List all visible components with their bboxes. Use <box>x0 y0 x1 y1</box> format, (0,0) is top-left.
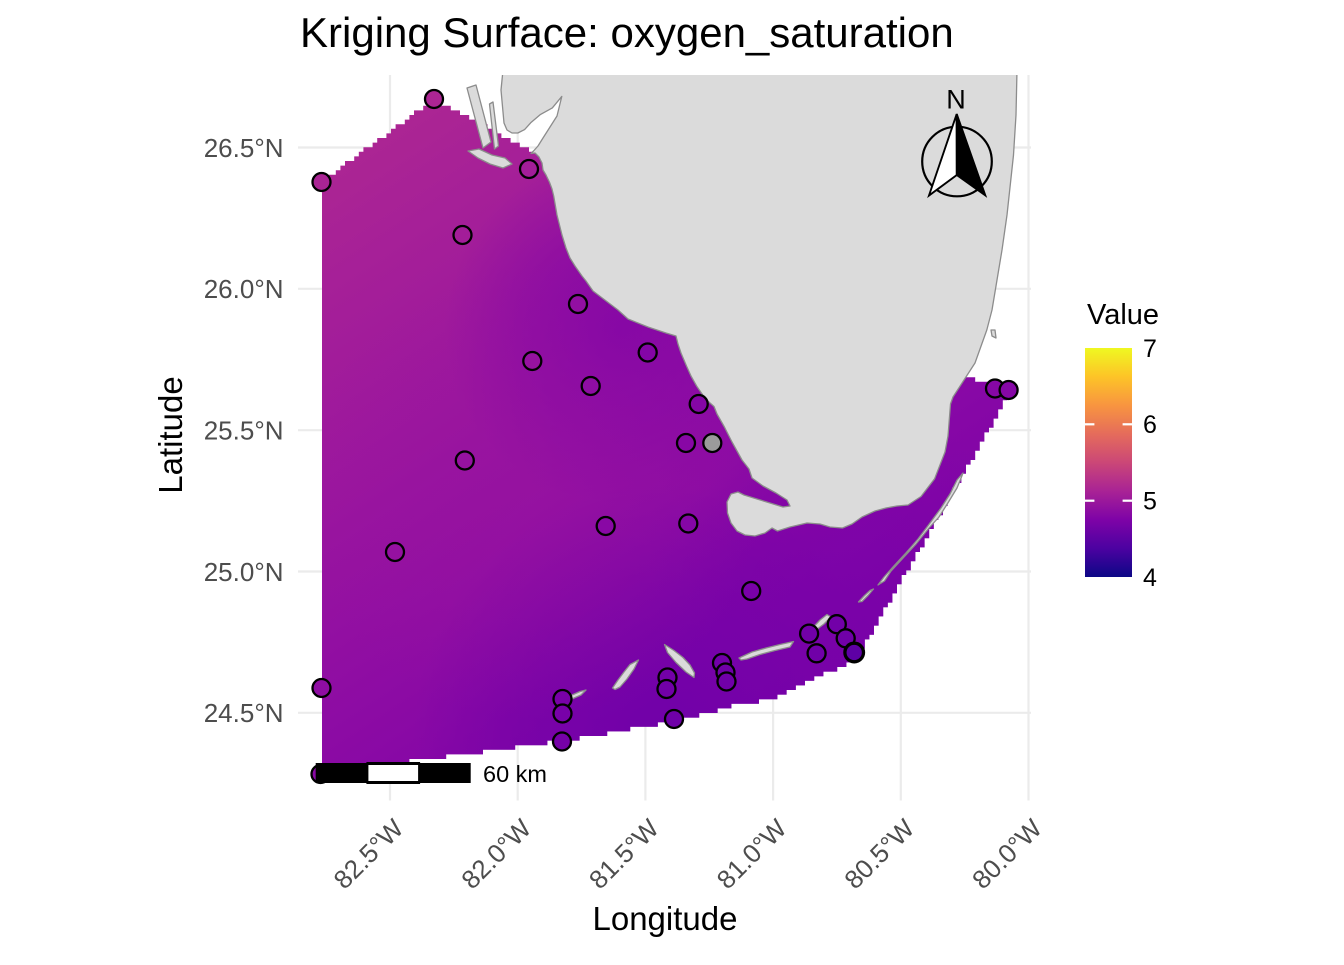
svg-text:Longitude: Longitude <box>593 900 738 937</box>
svg-text:6: 6 <box>1143 411 1157 439</box>
svg-text:Kriging Surface: oxygen_satura: Kriging Surface: oxygen_saturation <box>300 9 954 56</box>
svg-text:Latitude: Latitude <box>152 376 189 493</box>
svg-text:Value: Value <box>1087 299 1159 331</box>
svg-text:26.0°N: 26.0°N <box>204 274 284 304</box>
svg-text:60 km: 60 km <box>483 761 547 787</box>
svg-text:25.0°N: 25.0°N <box>204 557 284 587</box>
svg-text:24.5°N: 24.5°N <box>204 698 284 728</box>
svg-text:26.5°N: 26.5°N <box>204 133 284 163</box>
svg-text:4: 4 <box>1143 564 1157 592</box>
svg-text:25.5°N: 25.5°N <box>204 416 284 446</box>
svg-text:7: 7 <box>1143 335 1157 363</box>
svg-text:5: 5 <box>1143 488 1157 516</box>
svg-text:N: N <box>946 85 966 115</box>
